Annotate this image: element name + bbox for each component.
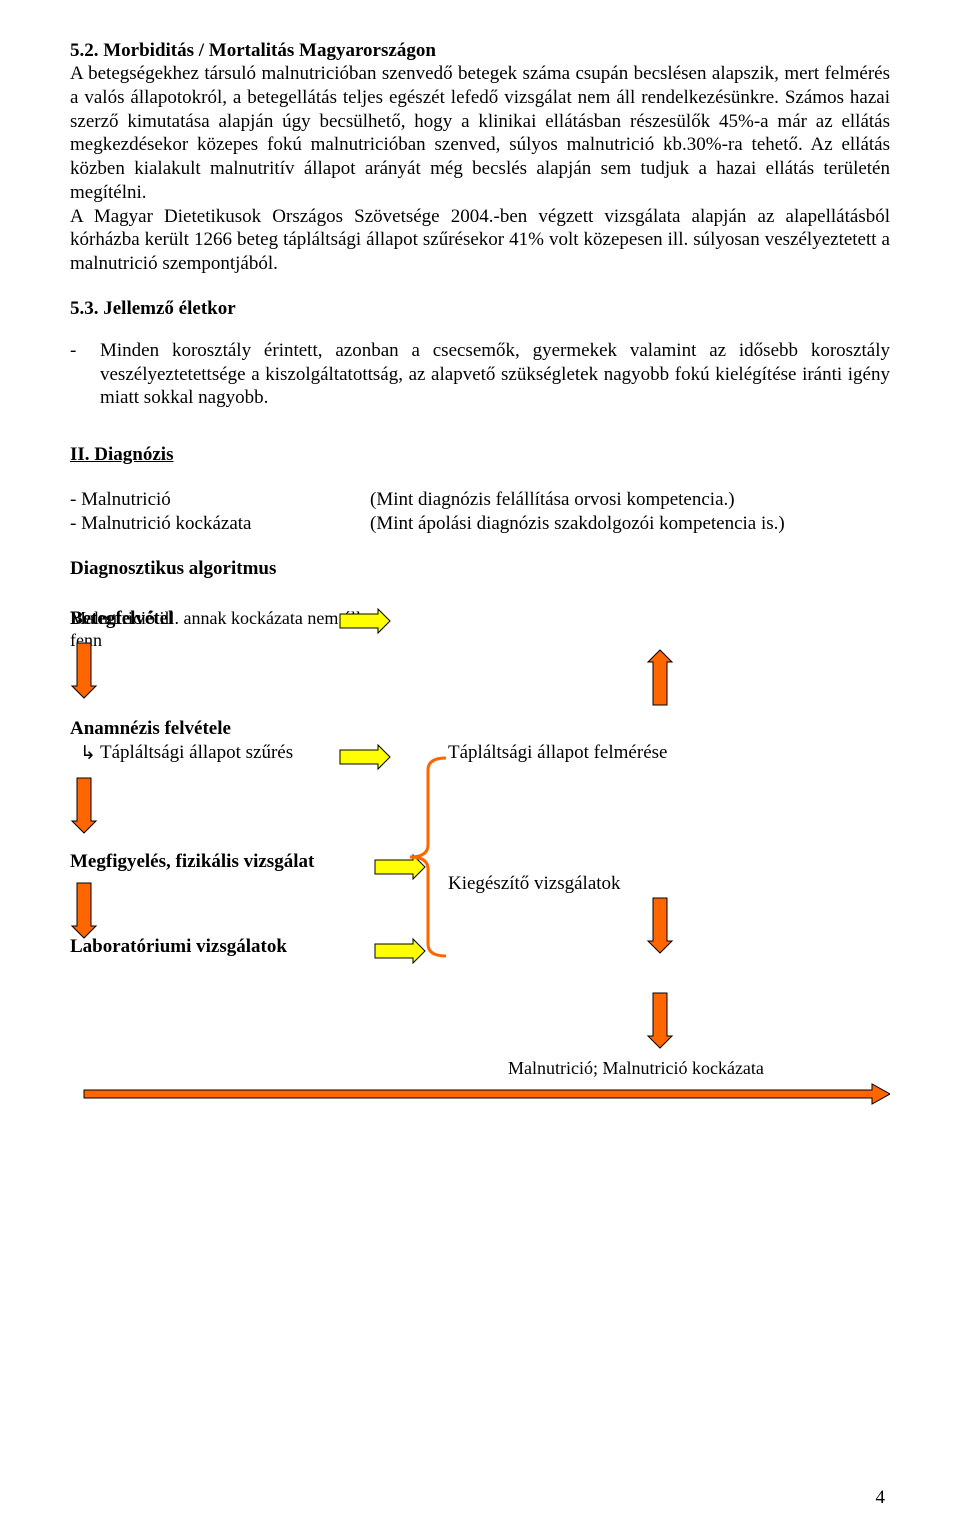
diag-row-1-left: - Malnutrició	[70, 488, 370, 512]
section-5-3-heading: 5.3. Jellemző életkor	[70, 298, 890, 320]
diag-row-2-right: (Mint ápolási diagnózis szakdolgozói kom…	[370, 512, 890, 536]
bullet-text: Minden korosztály érintett, azonban a cs…	[100, 339, 890, 410]
section-5-2-heading: 5.2. Morbiditás / Mortalitás Magyarorszá…	[70, 40, 890, 62]
diagnostic-algorithm-diagram: Betegfelvétel Malnutrició ill. annak koc…	[70, 608, 890, 1128]
diagnosis-row-2: - Malnutrició kockázata (Mint ápolási di…	[70, 512, 890, 536]
section-5-2-para-1: A betegségekhez társuló malnutricióban s…	[70, 62, 890, 205]
section-5-2-para-2: A Magyar Dietetikusok Országos Szövetség…	[70, 205, 890, 276]
section-5-3-bullet: - Minden korosztály érintett, azonban a …	[70, 339, 890, 410]
algorithm-heading: Diagnosztikus algoritmus	[70, 558, 890, 580]
diagnosis-row-1: - Malnutrició (Mint diagnózis felállítás…	[70, 488, 890, 512]
bullet-marker: -	[70, 339, 100, 410]
diagnosis-heading: II. Diagnózis	[70, 444, 890, 466]
diag-row-2-left: - Malnutrició kockázata	[70, 512, 370, 536]
diag-row-1-right: (Mint diagnózis felállítása orvosi kompe…	[370, 488, 890, 512]
diagram-svg	[70, 608, 890, 1128]
page-number: 4	[876, 1487, 886, 1509]
